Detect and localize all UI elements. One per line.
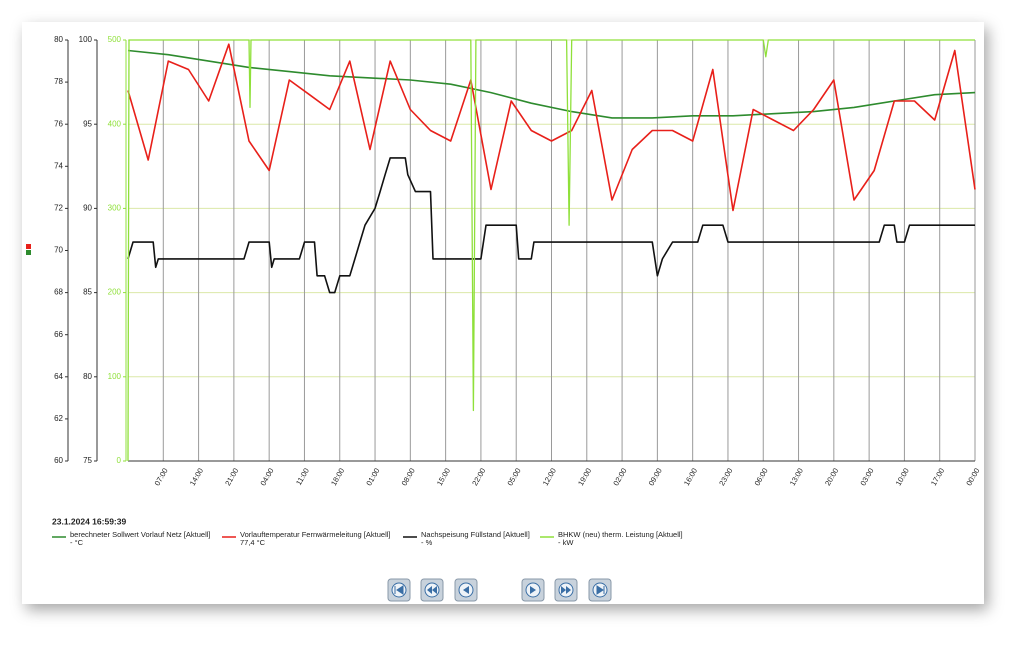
y-tick-label: 78 xyxy=(54,77,63,86)
panel xyxy=(22,22,984,604)
forward-button[interactable] xyxy=(521,578,545,602)
legend-value: - °C xyxy=(70,538,84,547)
y-tick-label: 75 xyxy=(83,456,92,465)
y-tick-label: 200 xyxy=(108,288,122,297)
y-tick-label: 74 xyxy=(54,161,63,170)
x-tick-label: 09:00 xyxy=(647,466,664,487)
x-tick-label: 20:00 xyxy=(823,466,840,487)
series-line xyxy=(127,49,976,119)
y-tick-label: 95 xyxy=(83,119,92,128)
y-tick-label: 70 xyxy=(54,246,63,255)
x-tick-label: 18:00 xyxy=(329,466,346,487)
legend-value: - % xyxy=(421,538,433,547)
y-tick-label: 62 xyxy=(54,414,63,423)
y-tick-label: 400 xyxy=(108,119,122,128)
y-tick-label: 80 xyxy=(54,35,63,44)
legend-label: Nachspeisung Füllstand [Aktuell] xyxy=(421,530,530,539)
x-tick-label: 02:00 xyxy=(611,466,628,487)
x-tick-label: 21:00 xyxy=(223,466,240,487)
legend-value: - kW xyxy=(558,538,574,547)
x-tick-label: 22:00 xyxy=(470,466,487,487)
y-tick-label: 500 xyxy=(108,35,122,44)
legend-label: berechneter Sollwert Vorlauf Netz [Aktue… xyxy=(70,530,211,539)
x-tick-label: 15:00 xyxy=(435,466,452,487)
x-tick-label: 14:00 xyxy=(188,466,205,487)
fast-forward-button[interactable] xyxy=(554,578,578,602)
y-tick-label: 68 xyxy=(54,288,63,297)
y-tick-label: 0 xyxy=(117,456,122,465)
legend-label: Vorlauftemperatur Fernwärmeleitung [Aktu… xyxy=(240,530,391,539)
legend-value: 77,4 °C xyxy=(240,538,266,547)
x-tick-label: 16:00 xyxy=(682,466,699,487)
fast-back-button[interactable] xyxy=(420,578,444,602)
x-tick-label: 10:00 xyxy=(894,466,911,487)
x-tick-label: 00:00 xyxy=(964,466,981,487)
y-tick-label: 76 xyxy=(54,119,63,128)
last-button[interactable] xyxy=(588,578,612,602)
series-line xyxy=(127,39,975,462)
x-tick-label: 04:00 xyxy=(258,466,275,487)
x-tick-label: 13:00 xyxy=(788,466,805,487)
legend-label: BHKW (neu) therm. Leistung [Aktuell] xyxy=(558,530,683,539)
y-tick-label: 64 xyxy=(54,372,63,381)
status-marker xyxy=(26,244,31,249)
x-tick-label: 06:00 xyxy=(753,466,770,487)
x-tick-label: 11:00 xyxy=(294,466,311,486)
x-tick-label: 05:00 xyxy=(505,466,522,487)
x-tick-label: 07:00 xyxy=(153,466,170,487)
y-tick-label: 60 xyxy=(54,456,63,465)
y-tick-label: 72 xyxy=(54,204,63,213)
y-tick-label: 66 xyxy=(54,330,63,339)
back-button[interactable] xyxy=(454,578,478,602)
x-tick-label: 19:00 xyxy=(576,466,593,487)
x-tick-label: 12:00 xyxy=(541,466,558,487)
y-tick-label: 100 xyxy=(79,35,93,44)
series-line xyxy=(127,43,976,212)
x-tick-label: 17:00 xyxy=(929,466,946,487)
y-tick-label: 85 xyxy=(83,288,92,297)
y-tick-label: 90 xyxy=(83,204,92,213)
y-tick-label: 80 xyxy=(83,372,92,381)
y-tick-label: 100 xyxy=(108,372,122,381)
y-tick-label: 300 xyxy=(108,204,122,213)
x-tick-label: 08:00 xyxy=(400,466,417,487)
status-marker xyxy=(26,250,31,255)
x-tick-label: 23:00 xyxy=(717,466,734,487)
first-button[interactable] xyxy=(387,578,411,602)
x-tick-label: 03:00 xyxy=(858,466,875,487)
nav-buttons xyxy=(387,578,612,602)
timestamp: 23.1.2024 16:59:39 xyxy=(52,516,126,526)
x-tick-label: 01:00 xyxy=(364,466,381,487)
series-line xyxy=(127,157,975,294)
